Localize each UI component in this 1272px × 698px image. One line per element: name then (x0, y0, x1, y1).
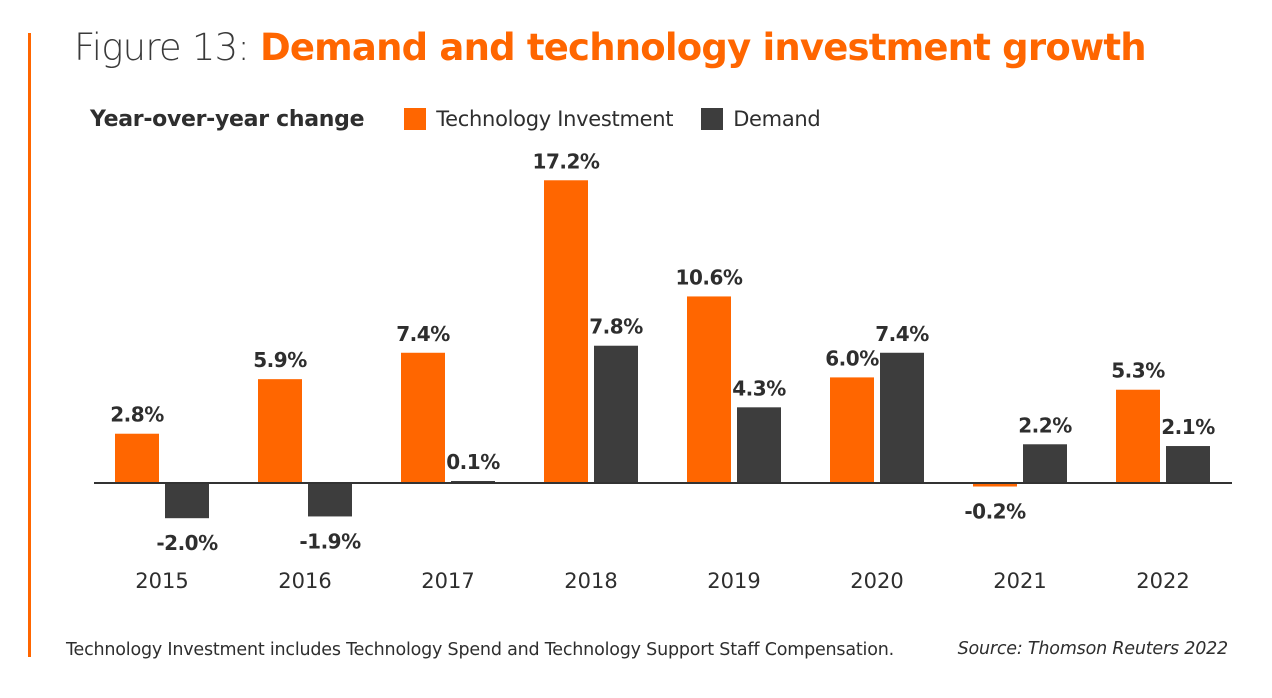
bar-technology-investment-2015 (115, 433, 159, 483)
data-label-demand-2022: 2.1% (1161, 415, 1215, 439)
bar-technology-investment-2020 (830, 377, 874, 483)
bar-technology-investment-2016 (258, 379, 302, 483)
x-tick-label-2019: 2019 (707, 569, 760, 593)
x-tick-label-2018: 2018 (564, 569, 617, 593)
data-label-demand-2015: -2.0% (156, 531, 218, 555)
data-label-demand-2016: -1.9% (299, 529, 361, 553)
bar-demand-2022 (1166, 446, 1210, 483)
bar-technology-investment-2019 (687, 296, 731, 483)
x-tick-label-2021: 2021 (993, 569, 1046, 593)
footnote: Technology Investment includes Technolog… (66, 640, 894, 660)
data-label-technology-investment-2019: 10.6% (676, 265, 743, 289)
data-label-demand-2020: 7.4% (875, 322, 929, 346)
data-label-technology-investment-2020: 6.0% (825, 346, 879, 370)
title-prefix: Figure 13: (74, 26, 260, 69)
data-label-demand-2017: 0.1% (446, 450, 500, 474)
legend-swatch-demand (701, 108, 724, 130)
legend-label-technology-investment: Technology Investment (436, 107, 674, 131)
data-label-demand-2018: 7.8% (589, 315, 643, 339)
title-main: Demand and technology investment growth (259, 26, 1147, 69)
bar-technology-investment-2022 (1116, 389, 1160, 483)
source-note: Source: Thomson Reuters 2022 (957, 639, 1229, 659)
chart-title: Figure 13: Demand and technology investm… (74, 26, 1147, 69)
data-label-technology-investment-2022: 5.3% (1111, 359, 1165, 383)
bar-demand-2021 (1023, 444, 1067, 483)
data-label-technology-investment-2016: 5.9% (253, 348, 307, 372)
chart-subtitle: Year-over-year change (90, 106, 365, 132)
accent-bar (28, 33, 31, 657)
bar-demand-2020 (880, 352, 924, 483)
legend-swatch-technology-investment (404, 108, 427, 130)
bar-demand-2018 (594, 345, 638, 483)
bar-technology-investment-2017 (401, 352, 445, 483)
data-label-technology-investment-2015: 2.8% (110, 403, 164, 427)
x-tick-label-2020: 2020 (850, 569, 903, 593)
bar-demand-2016 (308, 483, 352, 517)
legend-label-demand: Demand (733, 107, 821, 131)
data-label-demand-2019: 4.3% (732, 376, 786, 400)
bar-demand-2019 (737, 407, 781, 483)
x-tick-label-2015: 2015 (135, 569, 188, 593)
bar-technology-investment-2021 (973, 483, 1017, 487)
x-tick-label-2022: 2022 (1136, 569, 1189, 593)
bar-technology-investment-2018 (544, 180, 588, 483)
x-tick-label-2016: 2016 (278, 569, 331, 593)
data-label-technology-investment-2018: 17.2% (533, 149, 600, 173)
x-tick-label-2017: 2017 (421, 569, 474, 593)
bar-demand-2015 (165, 483, 209, 519)
data-label-demand-2021: 2.2% (1018, 413, 1072, 437)
data-label-technology-investment-2017: 7.4% (396, 322, 450, 346)
legend: Year-over-year change Technology Investm… (90, 104, 848, 134)
data-label-technology-investment-2021: -0.2% (964, 500, 1026, 524)
